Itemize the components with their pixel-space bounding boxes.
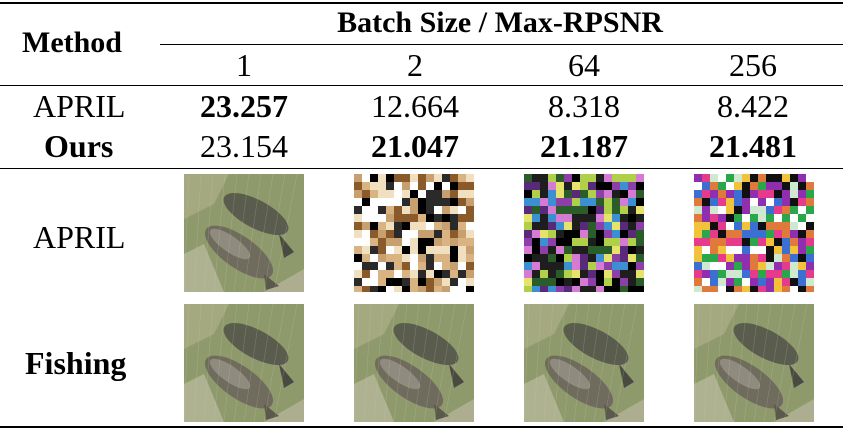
ours-value-batch-1: 23.154 [200,128,288,164]
mid-rule [0,168,843,169]
ours-value-batch-64: 21.187 [540,128,628,164]
april-batch-2-reconstruction-image [354,174,474,292]
fishing-batch-1-reconstruction-image [184,304,304,422]
april-batch-256-reconstruction-image [694,174,814,292]
method-header: Method [22,26,122,59]
april-value-batch-1: 23.257 [200,88,288,124]
batch-size-64: 64 [568,47,600,83]
april-value-batch-64: 8.318 [548,88,620,124]
group-rule [160,44,843,45]
batch-size-2: 2 [407,47,423,83]
ours-value-batch-256: 21.481 [709,128,797,164]
april-batch-1-reconstruction-image [184,174,304,292]
bottom-rule [0,426,843,428]
april-value-batch-2: 12.664 [371,88,459,124]
april-batch-64-reconstruction-image [524,174,644,292]
fishing-batch-2-reconstruction-image [354,304,474,422]
fishing-batch-256-reconstruction-image [694,304,814,422]
row-method-april: APRIL [33,88,126,124]
group-header: Batch Size / Max-RPSNR [337,6,663,39]
row-method-ours: Ours [44,128,114,164]
april-value-batch-256: 8.422 [717,88,789,124]
image-row-label-fishing: Fishing [25,345,127,381]
header-rule [0,85,843,86]
fishing-batch-64-reconstruction-image [524,304,644,422]
ours-value-batch-2: 21.047 [371,128,459,164]
image-row-label-april: APRIL [33,219,126,255]
top-rule [0,2,843,4]
batch-size-256: 256 [729,47,777,83]
batch-size-1: 1 [236,47,252,83]
